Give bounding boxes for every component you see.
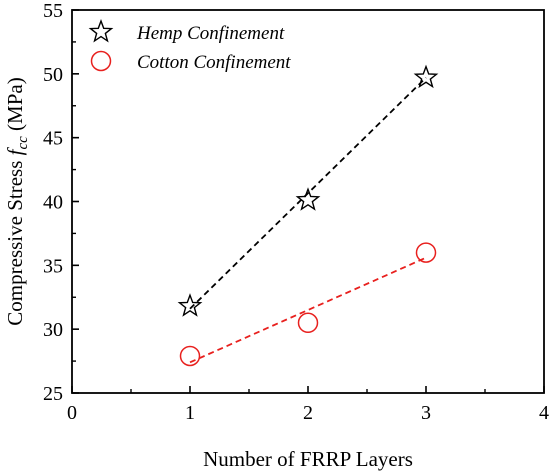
legend: Hemp Confinement Cotton Confinement: [88, 18, 291, 73]
hemp-fit-line: [189, 77, 427, 310]
cotton-data-point: [415, 242, 437, 263]
cotton-data-point: [179, 345, 201, 367]
legend-cotton-marker: [90, 50, 112, 72]
ticks-layer: 0 1 2 3 4 25 30 35 40 45 50 55: [43, 0, 549, 424]
y-axis-label-unit: (MPa): [3, 77, 27, 136]
y-axis-label-prefix: Compressive Stress: [3, 155, 27, 325]
y-tick-label: 45: [43, 128, 63, 150]
x-tick-label: 3: [421, 402, 431, 424]
legend-hemp-label: Hemp Confinement: [136, 23, 285, 44]
x-tick-label: 4: [539, 402, 549, 424]
legend-hemp-marker: [88, 18, 114, 43]
y-axis-label: Compressive Stress fcc (MPa): [3, 77, 31, 325]
x-tick-label: 0: [67, 402, 77, 424]
y-tick-label: 40: [43, 192, 63, 214]
cotton-data-point: [297, 312, 319, 334]
x-axis-label: Number of FRRP Layers: [203, 447, 413, 471]
fit-lines-layer: [189, 77, 427, 364]
plot-frame: [71, 9, 545, 394]
x-tick-label: 1: [185, 402, 195, 424]
hemp-data-point: [413, 64, 439, 89]
y-tick-label: 30: [43, 319, 63, 341]
x-tick-label: 2: [303, 402, 313, 424]
hemp-data-point: [295, 187, 321, 211]
cotton-fit-line: [189, 256, 427, 364]
y-tick-label: 25: [43, 383, 63, 405]
y-tick-label: 50: [43, 64, 63, 86]
legend-cotton-label: Cotton Confinement: [137, 52, 291, 73]
y-tick-label: 35: [43, 255, 63, 277]
y-axis-label-subscript: cc: [15, 136, 31, 150]
legend-marker-shape: [90, 50, 112, 72]
legend-marker-shape: [88, 18, 114, 43]
hemp-data-point: [177, 293, 203, 317]
y-axis-label-symbol: f: [3, 146, 27, 155]
data-points-layer: [177, 64, 439, 367]
y-tick-label: 55: [43, 0, 63, 22]
